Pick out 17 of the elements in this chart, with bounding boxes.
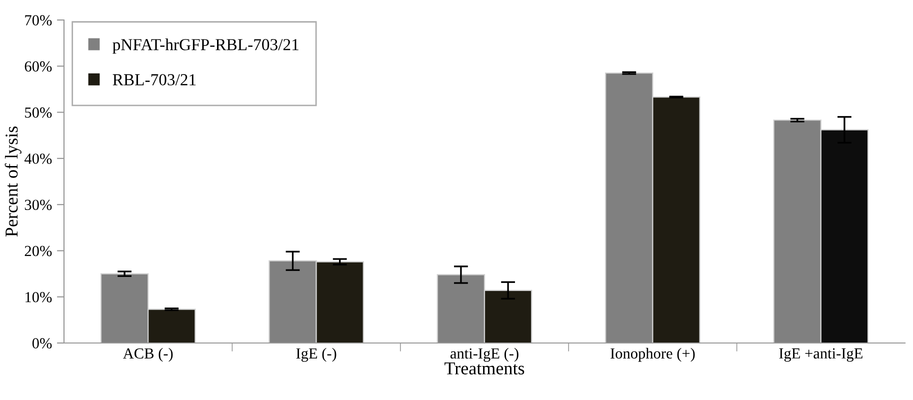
y-axis-title: Percent of lysis xyxy=(4,126,22,237)
x-tick-label: Ionophore (+) xyxy=(610,348,695,362)
y-tick-label: 20% xyxy=(24,246,52,256)
legend-label: RBL-703/21 xyxy=(112,74,196,86)
y-tick-label: 30% xyxy=(24,200,52,210)
legend-label: pNFAT-hrGFP-RBL-703/21 xyxy=(112,38,298,54)
x-axis-title: Treatments xyxy=(444,362,524,374)
y-tick-label: 50% xyxy=(25,107,52,118)
y-tick-label: 60% xyxy=(24,61,52,72)
x-tick-label: IgE +anti-IgE xyxy=(779,348,862,362)
x-tick-label: IgE (-) xyxy=(296,348,336,362)
x-tick-label: ACB (-) xyxy=(123,348,173,362)
y-tick-label: 10% xyxy=(26,292,52,302)
y-tick-label: 70% xyxy=(25,15,52,26)
x-tick-label: anti-IgE (-) xyxy=(450,348,518,362)
y-tick-label: 40% xyxy=(24,154,52,164)
y-tick-label: 0% xyxy=(32,338,52,348)
